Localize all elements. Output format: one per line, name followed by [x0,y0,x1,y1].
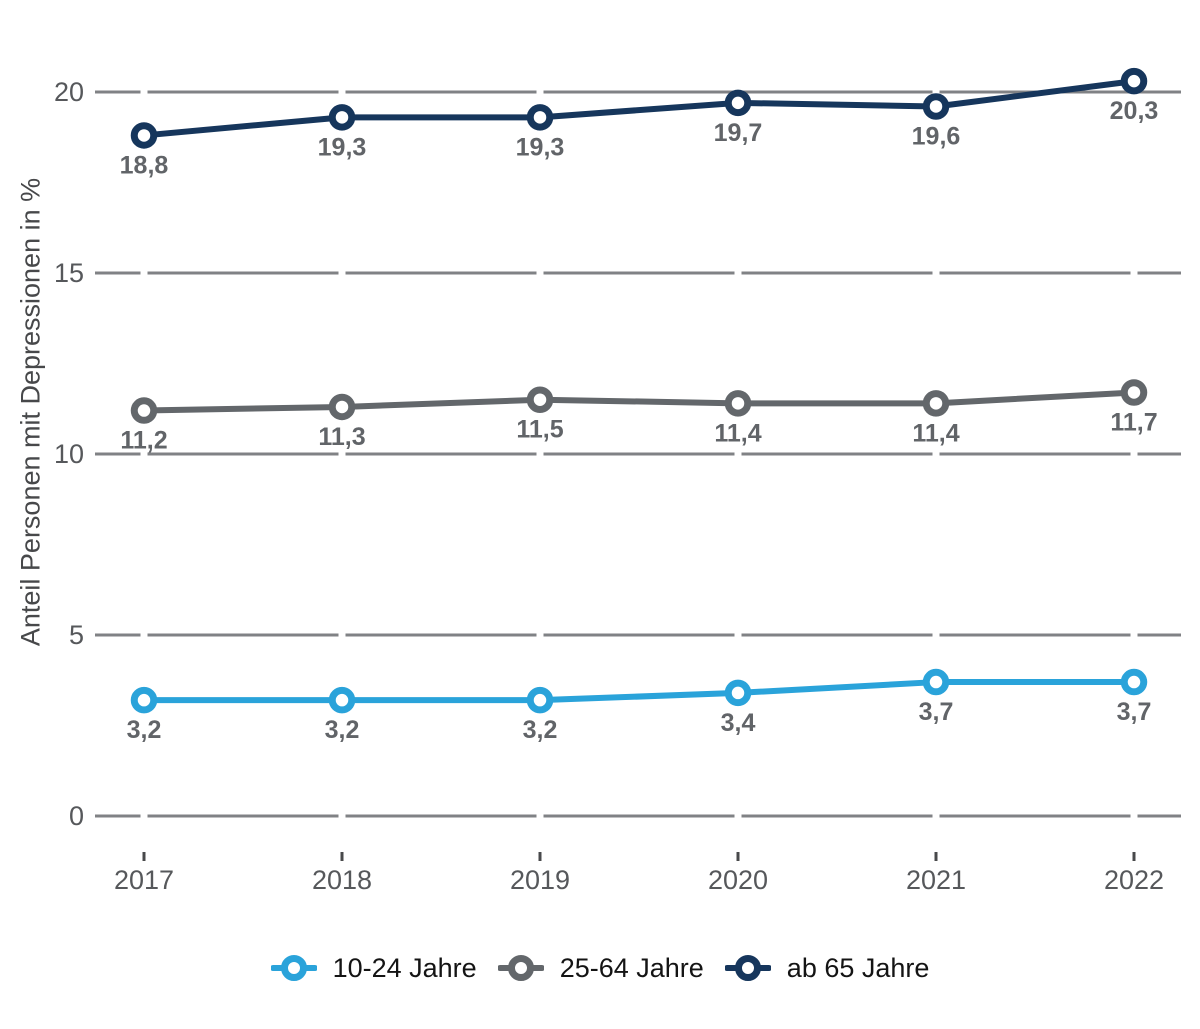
data-point-marker [328,393,356,421]
data-point-label: 20,3 [1110,97,1159,125]
legend-item-10-24-jahre: 10-24 Jahre [270,952,477,984]
data-point-marker [328,686,356,714]
data-point-marker [1120,67,1148,95]
data-point-label: 11,5 [516,416,563,444]
data-point-marker [130,686,158,714]
data-point-label: 11,4 [912,419,959,447]
data-point-label: 11,3 [318,423,365,451]
data-point-label: 19,7 [714,119,763,147]
line-marker-icon [497,955,544,981]
data-point-label: 3,2 [127,716,162,744]
series-line [141,679,1137,704]
data-point-marker [526,386,554,413]
data-point-marker [1120,379,1148,406]
value-labels: 18,8 19,3 19,3 19,7 19,6 20,3 [120,97,1159,179]
data-point-label: 19,3 [516,133,565,161]
y-tick-label: 20 [54,77,84,107]
x-tick-label: 2021 [906,865,966,895]
data-point-marker [1120,668,1148,696]
y-tick-label: 15 [54,258,84,288]
gridlines: 0 5 10 15 20 [54,77,1181,831]
series-line [141,389,1137,414]
value-labels: 3,2 3,2 3,2 3,4 3,7 3,7 [127,698,1152,744]
series-10-24-jahre [130,668,1148,714]
series-line [141,78,1137,139]
series-25-64-jahre [130,379,1148,424]
data-point-marker [130,397,158,424]
legend-label: ab 65 Jahre [786,952,930,983]
y-tick-label: 5 [69,620,84,650]
legend-item-ab-65-jahre: ab 65 Jahre [724,952,930,984]
data-point-label: 11,2 [120,427,167,455]
legend-label: 10-24 Jahre [332,952,477,983]
legend-item-25-64-jahre: 25-64 Jahre [497,952,704,984]
data-point-label: 19,3 [318,133,367,161]
x-axis: 2017 2018 2019 2020 2021 2022 [114,852,1164,895]
data-point-label: 18,8 [120,151,169,179]
data-point-label: 3,4 [721,709,756,737]
data-point-marker [130,122,158,149]
y-tick-label: 10 [54,439,84,469]
x-tick-label: 2022 [1104,865,1164,895]
data-point-marker [724,390,752,417]
data-point-marker [526,686,554,714]
data-point-marker [328,104,356,131]
y-tick-label: 0 [69,801,84,831]
data-point-marker [526,104,554,131]
data-point-label: 3,7 [919,698,954,726]
x-tick-label: 2020 [708,865,768,895]
x-tick-label: 2017 [114,865,174,895]
data-point-marker [724,679,752,707]
data-point-label: 11,4 [714,419,761,447]
series-ab-65-jahre [130,67,1148,149]
line-marker-icon [724,955,771,981]
data-point-marker [922,390,950,417]
data-point-label: 19,6 [912,122,961,150]
data-point-label: 3,2 [523,716,558,744]
data-point-label: 11,7 [1110,408,1157,436]
x-tick-label: 2019 [510,865,570,895]
legend-label: 25-64 Jahre [559,952,704,983]
line-marker-icon [270,955,317,981]
data-point-label: 3,7 [1117,698,1152,726]
value-labels: 11,2 11,3 11,5 11,4 11,4 11,7 [120,408,1157,454]
x-tick-label: 2018 [312,865,372,895]
data-point-marker [922,93,950,120]
data-point-marker [724,89,752,117]
data-point-marker [922,668,950,696]
data-point-label: 3,2 [325,716,360,744]
chart-legend: 10-24 Jahre 25-64 Jahre ab 65 Jahre [0,940,1200,996]
